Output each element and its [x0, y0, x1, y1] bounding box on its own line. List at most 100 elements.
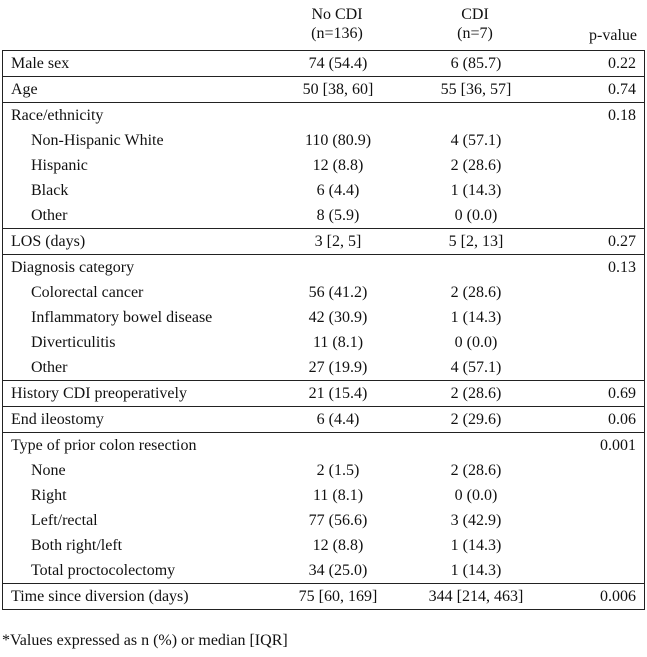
- row-label: Colorectal cancer: [31, 284, 144, 301]
- cell-cdi: 55 [36, 57]: [440, 81, 512, 98]
- cell-p-value: 0.006: [600, 588, 636, 605]
- cell-no-cdi: 42 (30.9): [308, 309, 368, 326]
- row-label: Black: [31, 182, 69, 199]
- row-label: None: [31, 462, 66, 479]
- table-header: No CDI (n=136) CDI (n=7) p-value: [2, 2, 645, 50]
- cell-no-cdi: 21 (15.4): [308, 385, 368, 402]
- header-no-cdi: No CDI (n=136): [288, 5, 386, 43]
- cell-cdi: 1 (14.3): [450, 562, 502, 579]
- header-cdi-label: CDI: [461, 6, 489, 23]
- row-group: LOS (days) 3 [2, 5] 5 [2, 13] 0.27: [2, 229, 645, 255]
- cell-no-cdi: 11 (8.1): [312, 487, 364, 504]
- table-subrow: Hispanic 12 (8.8) 2 (28.6): [3, 153, 644, 178]
- table-footnote: *Values expressed as n (%) or median [IQ…: [2, 632, 288, 649]
- table-subrow: None 2 (1.5) 2 (28.6): [3, 458, 644, 483]
- cell-cdi: 2 (28.6): [450, 284, 502, 301]
- row-group: Male sex 74 (54.4) 6 (85.7) 0.22: [2, 50, 645, 77]
- row-group: End ileostomy 6 (4.4) 2 (29.6) 0.06: [2, 407, 645, 433]
- row-label: Inflammatory bowel disease: [31, 309, 213, 326]
- row-label: Diagnosis category: [11, 259, 135, 276]
- table-subrow: Total proctocolectomy 34 (25.0) 1 (14.3): [3, 558, 644, 583]
- cell-cdi: 0 (0.0): [454, 487, 498, 504]
- cell-cdi: 2 (29.6): [450, 411, 502, 428]
- cell-p-value: 0.69: [608, 385, 636, 402]
- cell-no-cdi: 34 (25.0): [308, 562, 368, 579]
- cell-no-cdi: 3 [2, 5]: [314, 233, 362, 250]
- table-row: Race/ethnicity 0.18: [3, 103, 644, 128]
- cell-no-cdi: 12 (8.8): [312, 537, 364, 554]
- header-no-cdi-label: No CDI: [311, 6, 363, 23]
- cell-no-cdi: 2 (1.5): [316, 462, 360, 479]
- cell-no-cdi: 27 (19.9): [308, 359, 368, 376]
- cell-p-value: 0.27: [608, 233, 636, 250]
- row-label: End ileostomy: [11, 411, 104, 428]
- row-group: Race/ethnicity 0.18 Non-Hispanic White 110 …: [2, 103, 645, 229]
- table-subrow: Colorectal cancer 56 (41.2) 2 (28.6): [3, 280, 644, 305]
- cell-no-cdi: 110 (80.9): [304, 132, 372, 149]
- cell-no-cdi: 11 (8.1): [312, 334, 364, 351]
- cell-cdi: 6 (85.7): [450, 55, 502, 72]
- cell-no-cdi: 50 [38, 60]: [302, 81, 374, 98]
- row-label: Race/ethnicity: [11, 107, 104, 124]
- cell-cdi: 344 [214, 463]: [428, 588, 524, 605]
- row-label: Hispanic: [31, 157, 88, 174]
- table-row: Age 50 [38, 60] 55 [36, 57] 0.74: [3, 77, 644, 102]
- row-label: Non-Hispanic White: [31, 132, 164, 149]
- cell-cdi: 2 (28.6): [450, 385, 502, 402]
- row-group: Diagnosis category 0.13 Colorectal cancer 5…: [2, 255, 645, 381]
- row-label: Right: [31, 487, 67, 504]
- row-label: LOS (days): [11, 233, 86, 250]
- row-label: Other: [31, 359, 68, 376]
- cell-cdi: 0 (0.0): [454, 334, 498, 351]
- cell-cdi: 1 (14.3): [450, 537, 502, 554]
- row-label: Total proctocolectomy: [31, 562, 176, 579]
- table-subrow: Inflammatory bowel disease 42 (30.9) 1 (14…: [3, 305, 644, 330]
- table-row: Male sex 74 (54.4) 6 (85.7) 0.22: [3, 51, 644, 76]
- table-row: End ileostomy 6 (4.4) 2 (29.6) 0.06: [3, 407, 644, 432]
- header-p-value: p-value: [589, 27, 637, 44]
- table-subrow: Black 6 (4.4) 1 (14.3): [3, 178, 644, 203]
- row-label: Left/rectal: [31, 512, 98, 529]
- table-subrow: Other 27 (19.9) 4 (57.1): [3, 355, 644, 380]
- row-label: Time since diversion (days): [11, 588, 189, 605]
- cell-cdi: 5 [2, 13]: [448, 233, 504, 250]
- cell-p-value: 0.13: [608, 259, 636, 276]
- row-group: Time since diversion (days) 75 [60, 169] 3…: [2, 584, 645, 610]
- row-label: Other: [31, 207, 68, 224]
- table-row: Type of prior colon resection 0.001: [3, 433, 644, 458]
- cell-no-cdi: 77 (56.6): [308, 512, 368, 529]
- table-subrow: Non-Hispanic White 110 (80.9) 4 (57.1): [3, 128, 644, 153]
- cell-cdi: 4 (57.1): [450, 132, 502, 149]
- table-subrow: Diverticulitis 11 (8.1) 0 (0.0): [3, 330, 644, 355]
- table-row: LOS (days) 3 [2, 5] 5 [2, 13] 0.27: [3, 229, 644, 254]
- table-subrow: Both right/left 12 (8.8) 1 (14.3): [3, 533, 644, 558]
- cell-p-value: 0.18: [608, 107, 636, 124]
- table-body: Male sex 74 (54.4) 6 (85.7) 0.22 Age 50 [38, …: [2, 50, 645, 610]
- header-no-cdi-count: (n=136): [311, 25, 363, 42]
- row-label: Type of prior colon resection: [11, 437, 197, 454]
- cell-cdi: 2 (28.6): [450, 157, 502, 174]
- cell-no-cdi: 8 (5.9): [316, 207, 360, 224]
- header-cdi: CDI (n=7): [434, 5, 516, 43]
- cell-cdi: 4 (57.1): [450, 359, 502, 376]
- header-cdi-count: (n=7): [457, 25, 493, 42]
- table-row: Diagnosis category 0.13: [3, 255, 644, 280]
- cell-no-cdi: 75 [60, 169]: [298, 588, 378, 605]
- cell-p-value: 0.22: [608, 55, 636, 72]
- row-label: Male sex: [11, 55, 70, 72]
- cell-p-value: 0.74: [608, 81, 636, 98]
- summary-table: No CDI (n=136) CDI (n=7) p-value Male se…: [2, 2, 645, 610]
- table-subrow: Right 11 (8.1) 0 (0.0): [3, 483, 644, 508]
- row-group: History CDI preoperatively 21 (15.4) 2 (28…: [2, 381, 645, 407]
- cell-no-cdi: 12 (8.8): [312, 157, 364, 174]
- cell-cdi: 1 (14.3): [450, 182, 502, 199]
- cell-cdi: 1 (14.3): [450, 309, 502, 326]
- table-row: History CDI preoperatively 21 (15.4) 2 (28…: [3, 381, 644, 406]
- cell-no-cdi: 74 (54.4): [308, 55, 368, 72]
- table-subrow: Other 8 (5.9) 0 (0.0): [3, 203, 644, 228]
- row-label: Diverticulitis: [31, 334, 116, 351]
- table-subrow: Left/rectal 77 (56.6) 3 (42.9): [3, 508, 644, 533]
- cell-p-value: 0.001: [600, 437, 636, 454]
- cell-no-cdi: 56 (41.2): [308, 284, 368, 301]
- row-label: Both right/left: [31, 537, 123, 554]
